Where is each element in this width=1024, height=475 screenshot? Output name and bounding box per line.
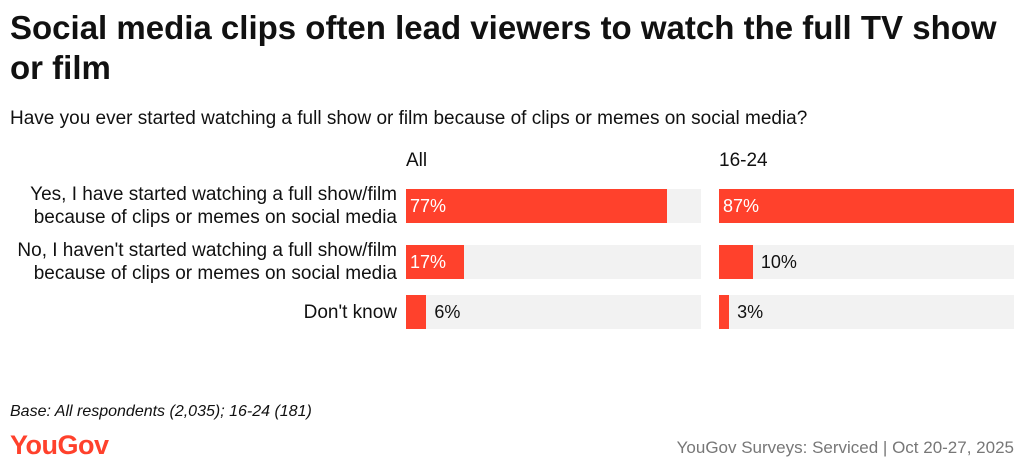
panel-header: 16-24 [719,150,768,171]
value-label: 87% [723,196,760,216]
bar-track: 77% [406,189,701,223]
value-label: 10% [760,252,797,272]
logo: YouGov [10,430,109,460]
row: No, I haven't started watching a full sh… [0,234,1024,290]
base-note: Base: All respondents (2,035); 16-24 (18… [10,403,312,420]
bar-track: 87% [719,189,1014,223]
value-label: 3% [737,302,764,322]
chart-title: Social media clips often lead viewers to… [10,9,997,86]
row: Yes, I have started watching a full show… [0,178,1024,234]
panel-header: All [406,150,428,171]
rows: Yes, I have started watching a full show… [0,178,1024,334]
bar [406,245,464,279]
bar [719,245,753,279]
chart-subtitle: Have you ever started watching a full sh… [10,108,808,129]
bar [719,295,730,329]
value-label: 17% [410,252,447,272]
bar-track: 3% [719,295,1014,329]
bar [406,189,668,223]
value-label: 77% [410,196,447,216]
source: YouGov Surveys: Serviced | Oct 20-27, 20… [676,438,1014,457]
bar-track: 6% [406,295,701,329]
category-label: Don't know [303,301,397,323]
bar-track: 10% [719,245,1014,279]
bar [406,295,427,329]
bar-track: 17% [406,245,701,279]
category-label: Yes, I have started watching a full show… [30,184,397,228]
row: Don't know 6% 3% [0,290,1024,334]
category-label: No, I haven't started watching a full sh… [17,240,397,284]
value-label: 6% [434,302,461,322]
bar [719,189,1014,223]
